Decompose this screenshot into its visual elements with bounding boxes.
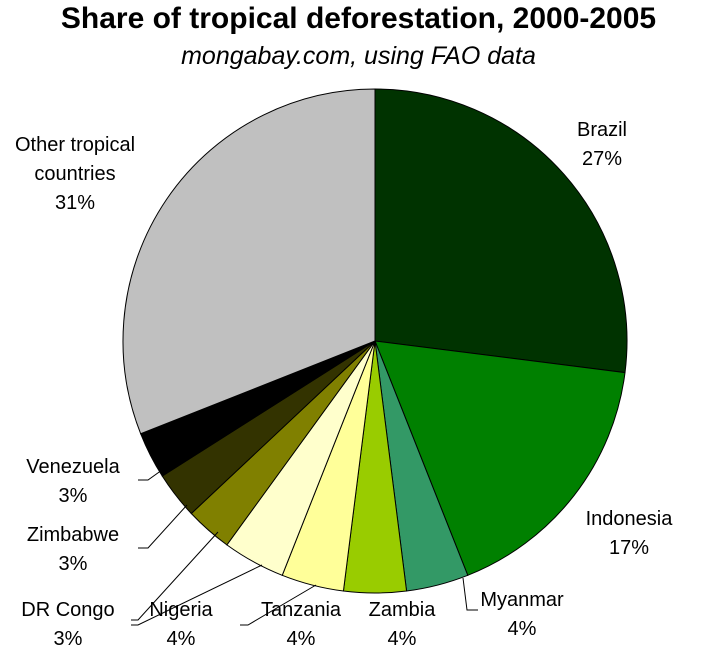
pie-slice-other-tropical-countries [122, 88, 376, 435]
chart-title: Share of tropical deforestation, 2000-20… [60, 2, 657, 35]
slice-percent-other-tropical-countries: 31% [55, 192, 95, 214]
slice-percent-nigeria: 4% [167, 628, 196, 650]
slice-percent-indonesia: 17% [609, 537, 649, 559]
slice-percent-brazil: 27% [582, 148, 622, 170]
leader-line-myanmar [462, 577, 478, 611]
slice-percent-zambia: 4% [388, 628, 417, 650]
chart-subtitle: mongabay.com, using FAO data [181, 42, 536, 70]
slice-label-venezuela: Venezuela 3% [26, 456, 120, 507]
leader-line-dr-congo [131, 531, 219, 621]
leader-line-venezuela [138, 469, 163, 481]
slice-label-zambia: Zambia 4% [369, 599, 437, 650]
slice-percent-myanmar: 4% [508, 618, 537, 640]
leader-line-zimbabwe [138, 504, 188, 549]
pie-slice-brazil [374, 88, 628, 374]
slice-label-nigeria: Nigeria 4% [149, 599, 213, 650]
slice-label-tanzania: Tanzania 4% [261, 599, 342, 650]
slice-label-dr-congo: DR Congo 3% [21, 599, 114, 650]
pie-slice-indonesia [374, 340, 626, 576]
slice-percent-dr-congo: 3% [54, 628, 83, 650]
slice-label-other-tropical-countries: Other tropical countries 31% [15, 134, 135, 214]
slice-percent-tanzania: 4% [287, 628, 316, 650]
slice-percent-venezuela: 3% [59, 485, 88, 507]
slice-label-zimbabwe: Zimbabwe 3% [27, 524, 119, 575]
leader-line-nigeria [131, 564, 263, 626]
slice-label-brazil: Brazil 27% [577, 119, 627, 170]
slice-percent-zimbabwe: 3% [59, 553, 88, 575]
slice-label-indonesia: Indonesia 17% [586, 508, 674, 559]
leader-line-tanzania [240, 584, 317, 626]
slice-label-myanmar: Myanmar 4% [480, 589, 564, 640]
